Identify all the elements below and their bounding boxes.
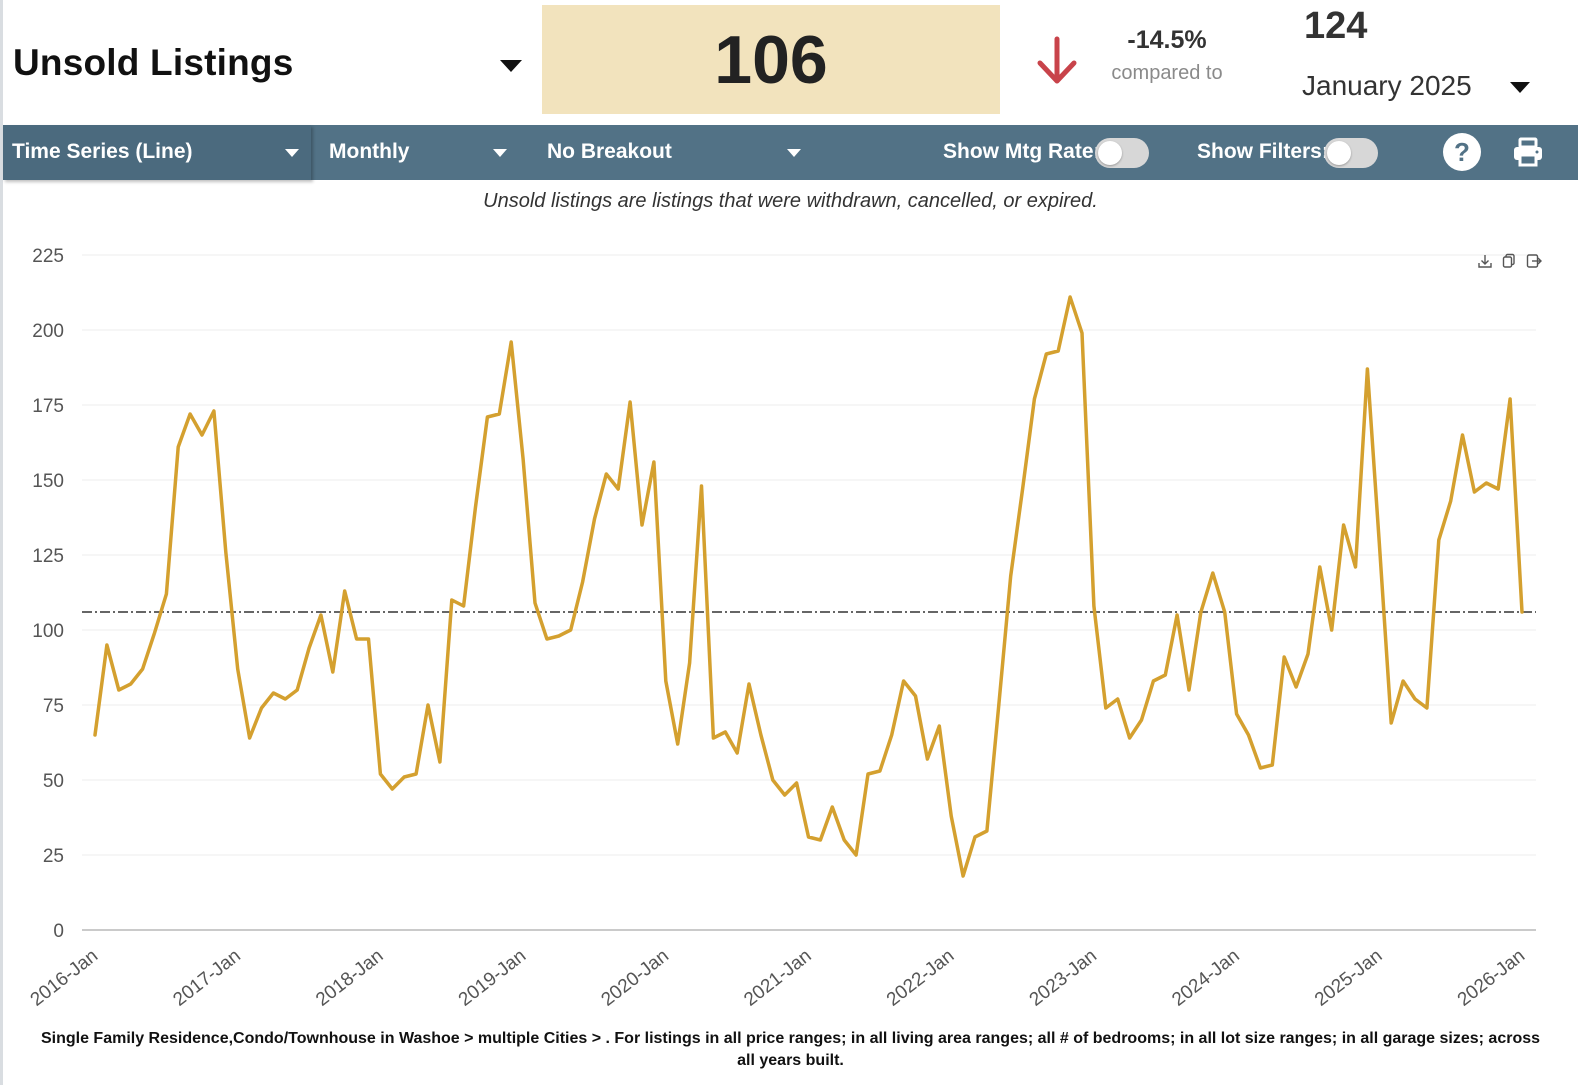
x-tick-label: 2025-Jan [1311,945,1386,1010]
chart-toolbar: Time Series (Line) Monthly No Breakout S… [3,125,1578,180]
help-icon[interactable]: ? [1443,133,1481,171]
period-select[interactable]: Monthly [311,125,521,180]
breakout-label: No Breakout [547,140,672,163]
y-axis-ticks: 0 25 50 75 100 125 150 175 200 225 [32,246,64,942]
y-tick-label: 0 [53,921,64,942]
filter-description: Single Family Residence,Condo/Townhouse … [40,1030,1541,1069]
grid-lines [82,254,1536,931]
y-tick-label: 50 [43,771,64,792]
y-tick-label: 225 [32,246,64,267]
series-line[interactable] [93,295,1524,878]
chart-type-caret-icon [285,149,299,157]
chart-type-select[interactable]: Time Series (Line) [3,125,311,180]
x-tick-label: 2016-Jan [27,945,102,1010]
mtg-rate-toggle[interactable] [1095,138,1149,168]
x-tick-label: 2020-Jan [598,945,673,1010]
x-tick-label: 2026-Jan [1454,945,1529,1010]
print-icon[interactable] [1512,137,1544,167]
breakout-select[interactable]: No Breakout [533,125,813,180]
breakout-caret-icon [787,149,801,157]
chart-subtitle: Unsold listings are listings that were w… [483,190,1098,212]
comparison-value: 124 [1304,5,1368,47]
current-value: 106 [714,21,828,98]
comparison-dropdown-caret-icon[interactable] [1510,82,1530,93]
x-tick-label: 2017-Jan [169,945,244,1010]
y-tick-label: 150 [32,471,64,492]
x-axis-ticks: 2016-Jan 2017-Jan 2018-Jan 2019-Jan 2020-Jan… [27,945,1529,1010]
metric-dropdown-caret-icon[interactable] [500,60,522,72]
comparison-month-select[interactable]: January 2025 [1302,70,1472,101]
y-tick-label: 200 [32,321,64,342]
download-icon[interactable] [1478,255,1492,268]
mtg-rate-label: Show Mtg Rate: [943,140,1101,163]
y-tick-label: 25 [43,846,64,867]
x-tick-label: 2024-Jan [1168,945,1243,1010]
filters-label: Show Filters: [1197,140,1329,163]
metric-title[interactable]: Unsold Listings [13,42,294,83]
x-tick-label: 2021-Jan [740,945,815,1010]
x-tick-label: 2022-Jan [883,945,958,1010]
series-group [93,295,1524,878]
filters-toggle[interactable] [1324,138,1378,168]
chart-type-label: Time Series (Line) [12,140,193,163]
x-tick-label: 2019-Jan [455,945,530,1010]
copy-icon[interactable] [1502,253,1515,268]
y-tick-label: 100 [32,621,64,642]
compared-to-label: compared to [1111,62,1223,84]
left-border [0,0,3,1085]
period-label: Monthly [329,140,410,163]
y-tick-label: 75 [43,696,64,717]
arrow-down-icon [1037,36,1077,84]
x-tick-label: 2018-Jan [312,945,387,1010]
change-percent: -14.5% [1127,26,1207,54]
y-tick-label: 125 [32,546,64,567]
chart-export-tools [1478,253,1542,268]
y-tick-label: 175 [32,396,64,417]
x-tick-label: 2023-Jan [1026,945,1101,1010]
period-caret-icon [493,149,507,157]
current-value-box: 106 [542,5,1000,114]
line-chart: 0 25 50 75 100 125 150 175 200 225 2016-Jan 2017-J… [27,246,1542,1011]
share-icon[interactable] [1526,254,1542,268]
